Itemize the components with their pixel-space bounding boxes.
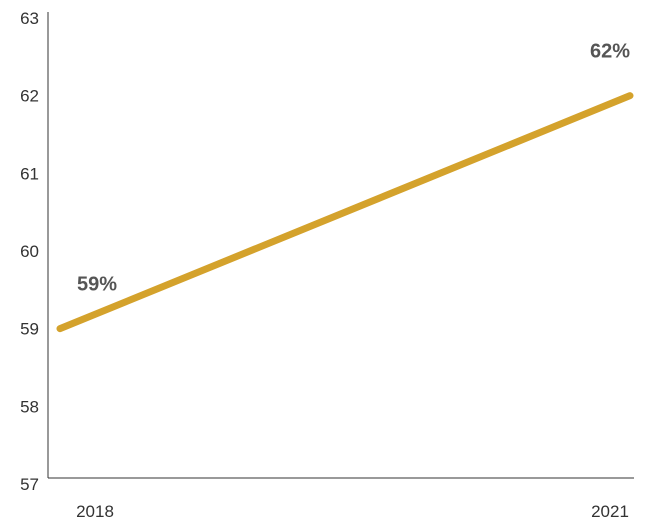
y-tick-label: 61 xyxy=(20,164,39,183)
chart-axes xyxy=(47,12,634,479)
y-tick-label: 62 xyxy=(20,87,39,106)
y-tick-labels: 57 58 59 60 61 62 63 xyxy=(20,9,39,494)
data-label: 59% xyxy=(77,274,117,296)
x-tick-labels: 2018 2021 xyxy=(76,502,629,521)
series-line xyxy=(56,92,634,333)
data-label: 62% xyxy=(590,41,630,63)
y-tick-label: 60 xyxy=(20,242,39,261)
y-tick-label: 59 xyxy=(20,320,39,339)
x-tick-label: 2021 xyxy=(591,502,629,521)
y-tick-label: 63 xyxy=(20,9,39,28)
x-tick-label: 2018 xyxy=(76,502,114,521)
series-group xyxy=(56,92,634,333)
data-labels: 59% 62% xyxy=(77,41,630,296)
y-tick-label: 57 xyxy=(20,475,39,494)
y-tick-label: 58 xyxy=(20,397,39,416)
